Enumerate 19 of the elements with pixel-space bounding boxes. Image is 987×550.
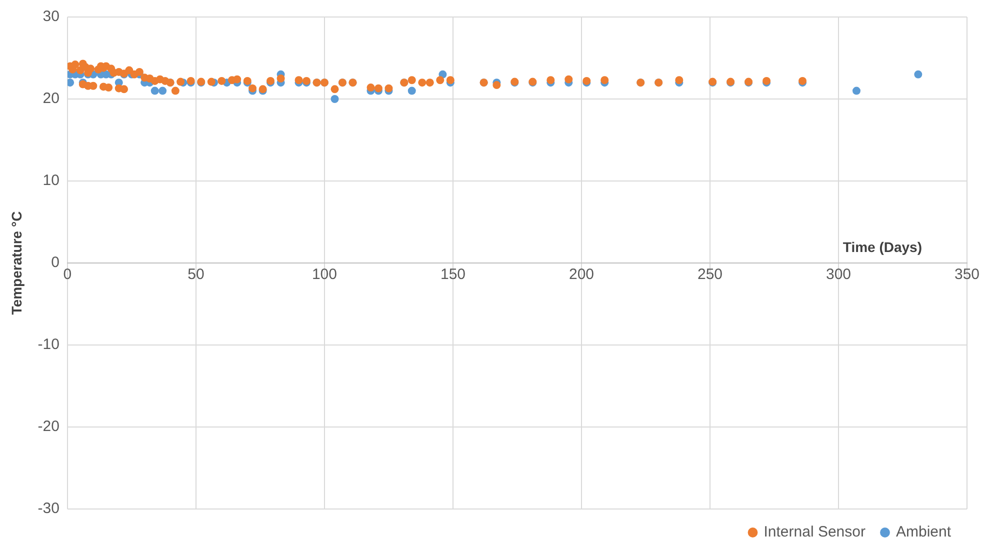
x-tick-label: 100 <box>312 266 337 284</box>
x-tick-label: 350 <box>954 266 980 284</box>
y-tick-label: -20 <box>38 418 60 436</box>
y-tick-label: 10 <box>42 172 60 190</box>
x-axis-title: Time (Days) <box>842 238 922 255</box>
legend-label: Internal Sensor <box>764 524 866 541</box>
y-tick-label: 0 <box>51 254 60 272</box>
x-tick-label: 300 <box>826 266 852 284</box>
legend-label: Ambient <box>896 524 952 541</box>
y-tick-label: -30 <box>38 500 60 518</box>
y-tick-label: 20 <box>42 90 60 108</box>
x-tick-label: 200 <box>568 266 594 284</box>
x-tick-label: 50 <box>188 266 204 284</box>
x-tick-label: 0 <box>63 266 72 284</box>
y-tick-label: 30 <box>42 8 60 26</box>
y-tick-label: -10 <box>38 336 60 354</box>
x-tick-label: 250 <box>697 266 723 284</box>
y-axis-title: Temperature °C <box>8 211 24 315</box>
x-tick-label: 150 <box>440 266 466 284</box>
